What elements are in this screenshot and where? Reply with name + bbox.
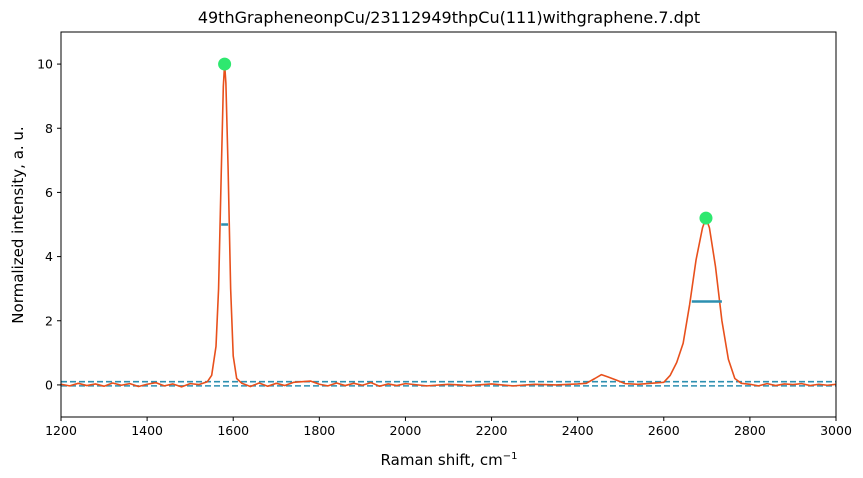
- y-axis-label: Normalized intensity, a. u.: [9, 126, 27, 323]
- y-tick-label-4: 8: [45, 121, 53, 136]
- x-axis-label-superscript: −1: [503, 451, 518, 462]
- x-tick-label-6: 2400: [562, 423, 594, 438]
- x-tick-label-4: 2000: [390, 423, 422, 438]
- x-tick-label-0: 1200: [45, 423, 77, 438]
- chart-title: 49thGrapheneonpCu/23112949thpCu(111)with…: [198, 8, 700, 27]
- y-tick-label-1: 2: [45, 313, 53, 328]
- plot-area: 1200 1400 1600 1800 2000 2200 2400 2600 2800 3000…: [37, 31, 852, 438]
- x-tick-label-9: 3000: [820, 423, 852, 438]
- y-tick-label-3: 6: [45, 185, 53, 200]
- spectrum-line-0: [60, 63, 837, 388]
- x-axis-label: Raman shift, cm−1: [381, 451, 518, 469]
- x-axis-label-text: Raman shift, cm: [381, 451, 503, 469]
- x-tick-label-5: 2200: [476, 423, 508, 438]
- x-tick-label-8: 2800: [734, 423, 766, 438]
- y-tick-label-2: 4: [45, 249, 53, 264]
- y-tick-label-0: 0: [45, 377, 53, 392]
- x-tick-label-1: 1400: [131, 423, 163, 438]
- x-tick-label-3: 1800: [303, 423, 335, 438]
- x-tick-label-7: 2600: [648, 423, 680, 438]
- peak-marker-0: [218, 57, 232, 71]
- y-tick-label-5: 10: [37, 57, 53, 72]
- peak-marker-1: [699, 211, 713, 225]
- axes-frame: [60, 31, 837, 418]
- x-tick-label-2: 1600: [217, 423, 249, 438]
